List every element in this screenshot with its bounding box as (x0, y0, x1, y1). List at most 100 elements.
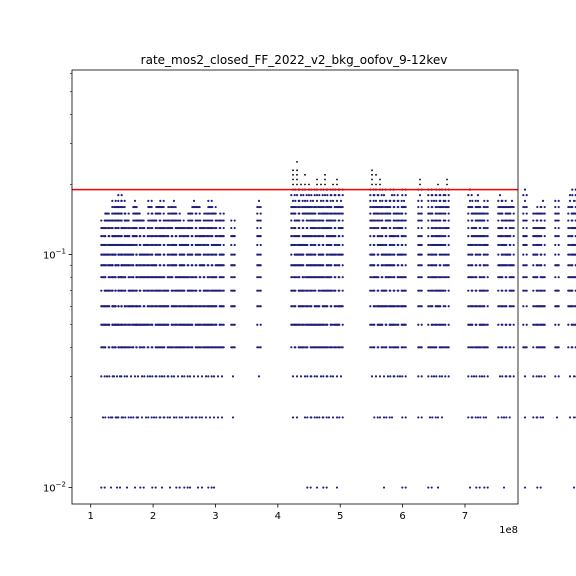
data-point (501, 289, 504, 292)
data-point (257, 219, 261, 222)
data-point (136, 375, 140, 378)
data-point (525, 346, 528, 349)
data-point (108, 305, 111, 308)
data-point (192, 289, 196, 292)
data-point (314, 205, 317, 209)
data-point (115, 375, 119, 378)
data-point (369, 212, 372, 215)
data-point (543, 253, 546, 256)
data-point (543, 323, 546, 326)
data-point (294, 305, 297, 308)
data-point (393, 264, 396, 267)
data-point (318, 226, 321, 230)
data-point (207, 235, 210, 238)
data-point (159, 243, 162, 247)
data-point (295, 194, 299, 197)
data-point (200, 416, 204, 419)
data-point (540, 375, 543, 378)
data-point (439, 194, 442, 197)
data-point (385, 243, 388, 247)
data-point (379, 178, 381, 181)
data-point (310, 194, 313, 197)
data-point (259, 205, 262, 209)
data-point (143, 235, 146, 238)
data-point (388, 416, 391, 419)
data-point (147, 212, 150, 215)
data-point (199, 289, 202, 292)
data-point (554, 226, 557, 230)
data-point (385, 226, 388, 230)
data-point (147, 289, 150, 292)
data-point (104, 243, 107, 247)
data-point (467, 194, 470, 197)
data-point (532, 289, 535, 292)
data-point (191, 346, 194, 349)
data-point (220, 375, 224, 378)
data-point (104, 416, 107, 419)
data-point (471, 416, 474, 419)
data-point (370, 375, 374, 378)
data-point (163, 276, 166, 279)
data-point (204, 253, 208, 256)
data-point (259, 219, 262, 222)
data-point (381, 199, 384, 203)
data-point (207, 219, 210, 222)
data-point (436, 416, 440, 419)
data-point (377, 194, 380, 197)
data-point (132, 416, 135, 419)
data-point (120, 194, 123, 197)
data-point (155, 226, 158, 230)
data-point (114, 305, 117, 308)
data-point (155, 243, 158, 247)
data-point (341, 323, 344, 326)
data-point (231, 276, 235, 279)
data-point (140, 346, 144, 349)
data-point (486, 226, 489, 230)
data-point (101, 416, 105, 419)
data-point (444, 199, 447, 203)
data-point (155, 305, 158, 308)
data-point (478, 486, 481, 489)
data-point (142, 219, 145, 222)
data-point (168, 486, 172, 489)
data-point (325, 416, 328, 419)
data-point (525, 289, 528, 292)
data-point (196, 305, 200, 308)
data-point (523, 375, 527, 378)
data-point (148, 375, 152, 378)
data-point (509, 323, 512, 326)
data-point (191, 289, 194, 292)
data-point (222, 323, 225, 326)
data-point (310, 205, 313, 209)
data-point (135, 253, 138, 256)
data-point (373, 253, 376, 256)
data-point (543, 346, 546, 349)
data-point (292, 178, 294, 181)
data-point (338, 323, 341, 326)
data-point (323, 323, 327, 326)
data-point (372, 199, 375, 203)
data-point (555, 416, 559, 419)
data-point (111, 219, 114, 222)
data-point (233, 235, 236, 238)
data-point (187, 264, 190, 267)
data-point (512, 264, 515, 267)
data-point (203, 276, 206, 279)
data-point (420, 219, 423, 222)
data-point (128, 264, 131, 267)
data-point (148, 289, 152, 292)
data-point (397, 264, 400, 267)
data-point (191, 235, 194, 238)
data-point (572, 486, 576, 489)
data-point (509, 346, 512, 349)
data-point (215, 276, 218, 279)
data-point (557, 375, 560, 378)
data-point (203, 219, 206, 222)
data-point (256, 289, 259, 292)
data-point (327, 212, 331, 215)
data-point (532, 219, 535, 222)
data-point (470, 375, 473, 378)
data-point (554, 253, 557, 256)
data-point (303, 346, 307, 349)
data-point (417, 226, 420, 230)
